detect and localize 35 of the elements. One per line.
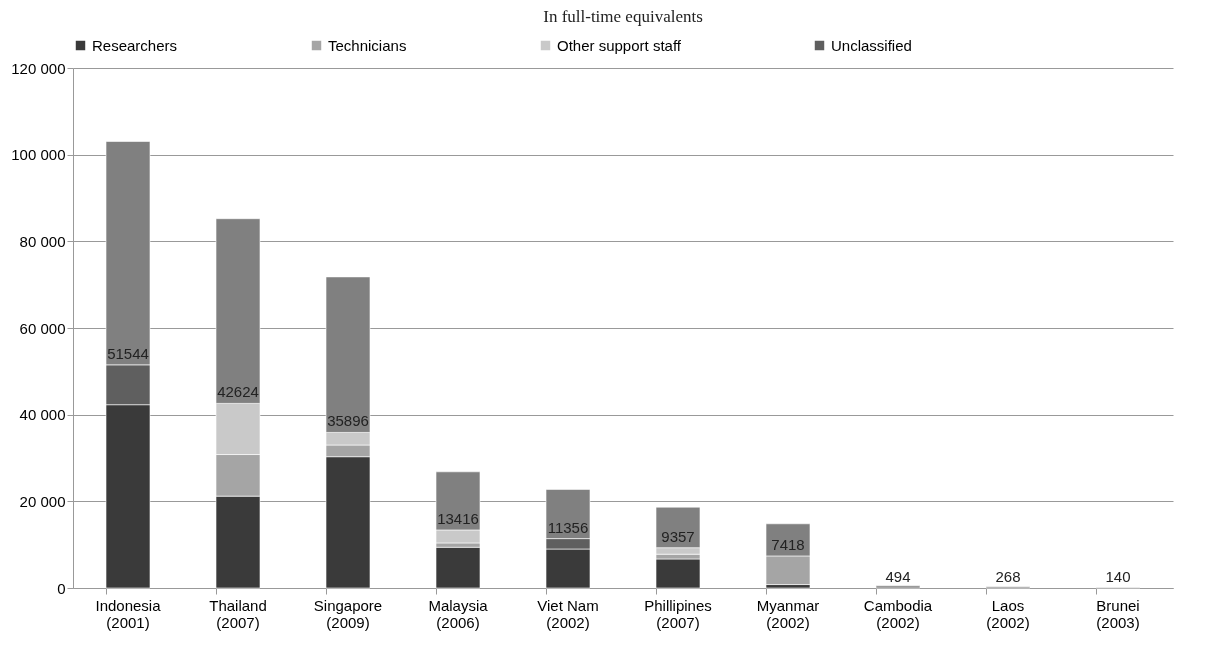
data-label: 51544 bbox=[107, 344, 149, 362]
y-tick-label: 80 000 bbox=[19, 232, 66, 250]
x-tick-label: Malaysia (2006) bbox=[428, 596, 489, 631]
x-tick-label: Indonesia (2001) bbox=[95, 596, 162, 631]
data-label: 9357 bbox=[661, 527, 695, 545]
y-tick-label: 20 000 bbox=[19, 492, 66, 510]
y-tick-label: 100 000 bbox=[11, 146, 66, 164]
chart-title: In full-time equivalents bbox=[543, 7, 703, 26]
x-tick-label: Thailand (2007) bbox=[209, 596, 267, 631]
x-tick-label: Phillipines (2007) bbox=[644, 596, 712, 631]
y-tick-label: 40 000 bbox=[19, 406, 66, 424]
bar bbox=[435, 546, 481, 589]
data-label: 268 bbox=[995, 568, 1021, 585]
data-label: 11356 bbox=[547, 518, 589, 536]
legend-label: Unclassified bbox=[831, 36, 912, 54]
data-label: 494 bbox=[885, 568, 911, 585]
legend-label: Technicians bbox=[328, 36, 407, 54]
x-tick-label: Myanmar (2002) bbox=[756, 596, 820, 631]
y-tick-label: 0 bbox=[57, 579, 66, 597]
data-label: 35896 bbox=[327, 412, 369, 430]
x-tick-label: Brunei (2003) bbox=[1096, 596, 1140, 631]
x-tick-label: Singapore (2009) bbox=[313, 596, 383, 631]
legend-label: Other support staff bbox=[557, 36, 682, 54]
data-label: 42624 bbox=[217, 383, 259, 401]
bar bbox=[655, 558, 701, 589]
x-tick-label: Cambodia (2002) bbox=[863, 596, 933, 631]
data-label: 140 bbox=[1105, 568, 1131, 585]
y-tick-label: 120 000 bbox=[11, 59, 66, 77]
data-label: 13416 bbox=[437, 509, 479, 527]
x-tick-label: Laos (2002) bbox=[986, 596, 1030, 631]
bar bbox=[875, 585, 921, 589]
x-tick-label: Viet Nam (2002) bbox=[537, 596, 599, 631]
legend-label: Researchers bbox=[92, 36, 178, 54]
data-label: 7418 bbox=[771, 535, 805, 553]
y-tick-label: 60 000 bbox=[19, 319, 66, 337]
